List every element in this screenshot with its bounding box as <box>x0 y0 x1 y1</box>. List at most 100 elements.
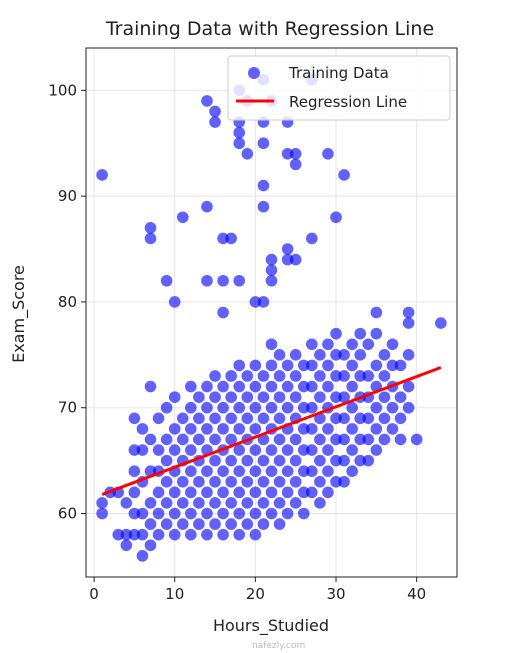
data-point-142 <box>249 423 262 435</box>
plot-frame <box>85 47 458 578</box>
data-point-60 <box>185 465 197 478</box>
data-point-56 <box>176 211 189 224</box>
data-point-305 <box>435 317 447 329</box>
data-point-109 <box>225 412 237 425</box>
data-point-65 <box>193 518 205 530</box>
data-point-278 <box>370 444 383 456</box>
data-point-155 <box>257 296 270 308</box>
data-point-280 <box>370 401 383 414</box>
data-point-40 <box>160 401 173 414</box>
data-point-81 <box>201 200 213 213</box>
data-point-61 <box>185 444 197 456</box>
data-point-283 <box>370 327 383 340</box>
data-point-265 <box>354 454 367 467</box>
data-point-222 <box>306 232 318 245</box>
data-point-270 <box>354 349 367 361</box>
data-point-249 <box>330 211 342 224</box>
data-point-139 <box>249 486 262 499</box>
data-point-246 <box>330 370 342 382</box>
data-point-216 <box>306 444 318 456</box>
data-point-35 <box>160 518 173 530</box>
data-point-302 <box>402 317 415 329</box>
regression-line-group <box>101 366 442 496</box>
data-point-148 <box>257 497 270 509</box>
data-point-147 <box>257 518 270 530</box>
data-point-179 <box>273 412 286 425</box>
data-point-244 <box>330 412 342 425</box>
data-point-29 <box>152 528 165 541</box>
data-point-181 <box>273 370 286 382</box>
data-point-108 <box>225 433 237 446</box>
data-point-90 <box>209 370 221 382</box>
data-point-77 <box>201 423 213 435</box>
data-point-156 <box>257 200 270 213</box>
data-point-232 <box>322 486 334 499</box>
data-point-189 <box>281 380 294 393</box>
y-tick-label-4: 100 <box>48 81 77 99</box>
data-point-192 <box>281 243 294 255</box>
data-point-26 <box>144 380 157 393</box>
data-point-129 <box>241 475 254 488</box>
data-point-79 <box>201 380 213 393</box>
data-point-176 <box>273 475 286 488</box>
data-point-44 <box>168 486 181 499</box>
data-point-240 <box>322 148 334 160</box>
data-point-74 <box>201 486 213 499</box>
data-point-212 <box>297 380 310 393</box>
data-point-36 <box>160 497 173 509</box>
y-axis-ticks: 60 70 80 90 100 <box>48 81 86 523</box>
data-point-114 <box>233 507 246 520</box>
data-point-4 <box>112 528 125 541</box>
data-point-258 <box>346 465 358 478</box>
data-point-211 <box>297 401 310 414</box>
data-point-267 <box>354 412 367 425</box>
data-point-233 <box>322 465 334 478</box>
data-point-7 <box>120 528 133 541</box>
data-point-38 <box>160 454 173 467</box>
data-point-164 <box>265 444 278 456</box>
data-point-243 <box>330 433 342 446</box>
data-point-119 <box>233 401 246 414</box>
data-point-57 <box>185 528 197 541</box>
data-point-250 <box>338 475 350 488</box>
data-point-49 <box>168 296 181 308</box>
data-point-124 <box>233 126 246 139</box>
data-point-17 <box>136 507 149 520</box>
y-tick-label-3: 90 <box>58 187 77 205</box>
data-point-221 <box>306 338 318 351</box>
data-point-93 <box>217 528 229 541</box>
data-point-102 <box>217 274 229 287</box>
data-point-209 <box>297 444 310 456</box>
data-point-95 <box>217 486 229 499</box>
data-point-252 <box>338 433 350 446</box>
data-point-157 <box>257 179 270 192</box>
data-point-291 <box>386 401 399 414</box>
data-point-59 <box>185 486 197 499</box>
data-point-225 <box>314 475 326 488</box>
data-point-271 <box>354 327 367 340</box>
data-point-239 <box>322 338 334 351</box>
data-point-195 <box>289 497 302 509</box>
data-point-71 <box>193 391 205 403</box>
data-point-104 <box>225 518 237 530</box>
data-point-188 <box>281 401 294 414</box>
data-point-152 <box>257 412 270 425</box>
data-point-0 <box>96 169 108 181</box>
data-point-200 <box>289 391 302 403</box>
data-point-19 <box>136 444 149 456</box>
data-point-27 <box>144 232 157 245</box>
data-point-304 <box>410 433 423 446</box>
data-point-12 <box>128 465 141 478</box>
data-point-103 <box>217 232 229 245</box>
data-point-115 <box>233 486 246 499</box>
data-point-274 <box>362 412 375 425</box>
data-point-1 <box>96 497 108 509</box>
data-point-128 <box>241 497 254 509</box>
data-point-224 <box>314 497 326 509</box>
data-point-34 <box>152 412 165 425</box>
data-point-279 <box>370 423 383 435</box>
data-point-47 <box>168 423 181 435</box>
data-point-269 <box>354 370 367 382</box>
data-point-107 <box>225 454 237 467</box>
